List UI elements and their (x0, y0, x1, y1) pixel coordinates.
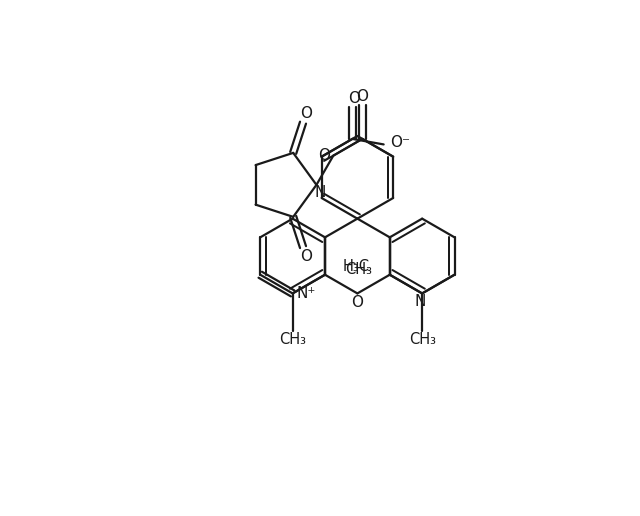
Text: CH₃: CH₃ (279, 332, 306, 347)
Text: O: O (300, 106, 312, 121)
Text: N: N (415, 294, 426, 309)
Text: O⁻: O⁻ (390, 135, 410, 150)
Text: CH₃: CH₃ (345, 262, 372, 277)
Text: O: O (319, 148, 330, 163)
Text: N⁺: N⁺ (296, 286, 316, 301)
Text: N: N (315, 185, 326, 200)
Text: O: O (300, 249, 312, 264)
Text: H₃C: H₃C (343, 260, 370, 275)
Text: CH₃: CH₃ (409, 332, 436, 347)
Text: O: O (351, 295, 364, 310)
Text: O: O (356, 89, 369, 104)
Text: O: O (348, 91, 360, 106)
